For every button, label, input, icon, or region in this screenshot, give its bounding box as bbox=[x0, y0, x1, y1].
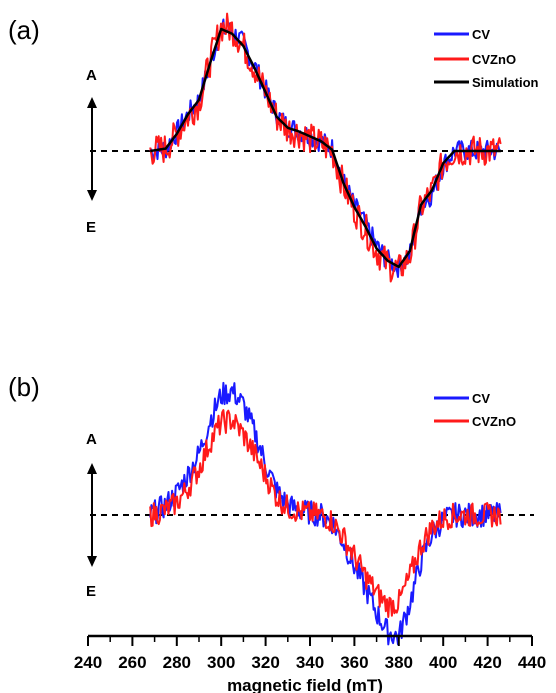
x-axis-ticks: 240 260 280 300 320 340 360 380 400 420 440 bbox=[74, 636, 546, 672]
x-tick-label-340: 340 bbox=[296, 653, 324, 672]
x-tick-label-440: 440 bbox=[518, 653, 546, 672]
x-tick-label-360: 360 bbox=[340, 653, 368, 672]
x-tick-label-400: 400 bbox=[429, 653, 457, 672]
series-line-simulation bbox=[150, 27, 501, 269]
panel-b-legend: CV CVZnO bbox=[434, 391, 516, 429]
x-tick-label-320: 320 bbox=[251, 653, 279, 672]
legend-text-cvzno: CVZnO bbox=[472, 414, 516, 429]
panel-a-emission-label: E bbox=[86, 219, 96, 236]
panel-a: (a) A E CV CVZnO Simulation bbox=[8, 12, 539, 283]
legend-text-simulation: Simulation bbox=[472, 75, 539, 90]
legend-text-cv: CV bbox=[472, 27, 490, 42]
panel-b-series-layer bbox=[149, 381, 502, 646]
x-axis-title: magnetic field (mT) bbox=[227, 676, 383, 693]
panel-b-emission-label: E bbox=[86, 583, 96, 600]
panel-a-legend: CV CVZnO Simulation bbox=[434, 27, 539, 90]
series-line-cvzno bbox=[149, 409, 502, 618]
legend-text-cvzno: CVZnO bbox=[472, 52, 516, 67]
x-tick-label-240: 240 bbox=[74, 653, 102, 672]
panel-b-label: (b) bbox=[8, 372, 40, 402]
panel-a-arrow bbox=[87, 97, 97, 201]
panel-b-absorption-label: A bbox=[86, 431, 97, 448]
panel-b: (b) A E CV CVZnO 240 260 280 300 320 340 360 38… bbox=[8, 372, 546, 693]
x-tick-label-260: 260 bbox=[118, 653, 146, 672]
x-tick-label-280: 280 bbox=[163, 653, 191, 672]
x-tick-label-420: 420 bbox=[473, 653, 501, 672]
series-line-cvzno bbox=[149, 12, 502, 283]
panel-a-absorption-label: A bbox=[86, 67, 97, 84]
panel-a-label: (a) bbox=[8, 15, 40, 45]
legend-text-cv: CV bbox=[472, 391, 490, 406]
x-tick-label-300: 300 bbox=[207, 653, 235, 672]
panel-a-series-layer bbox=[149, 12, 502, 283]
x-tick-label-380: 380 bbox=[385, 653, 413, 672]
